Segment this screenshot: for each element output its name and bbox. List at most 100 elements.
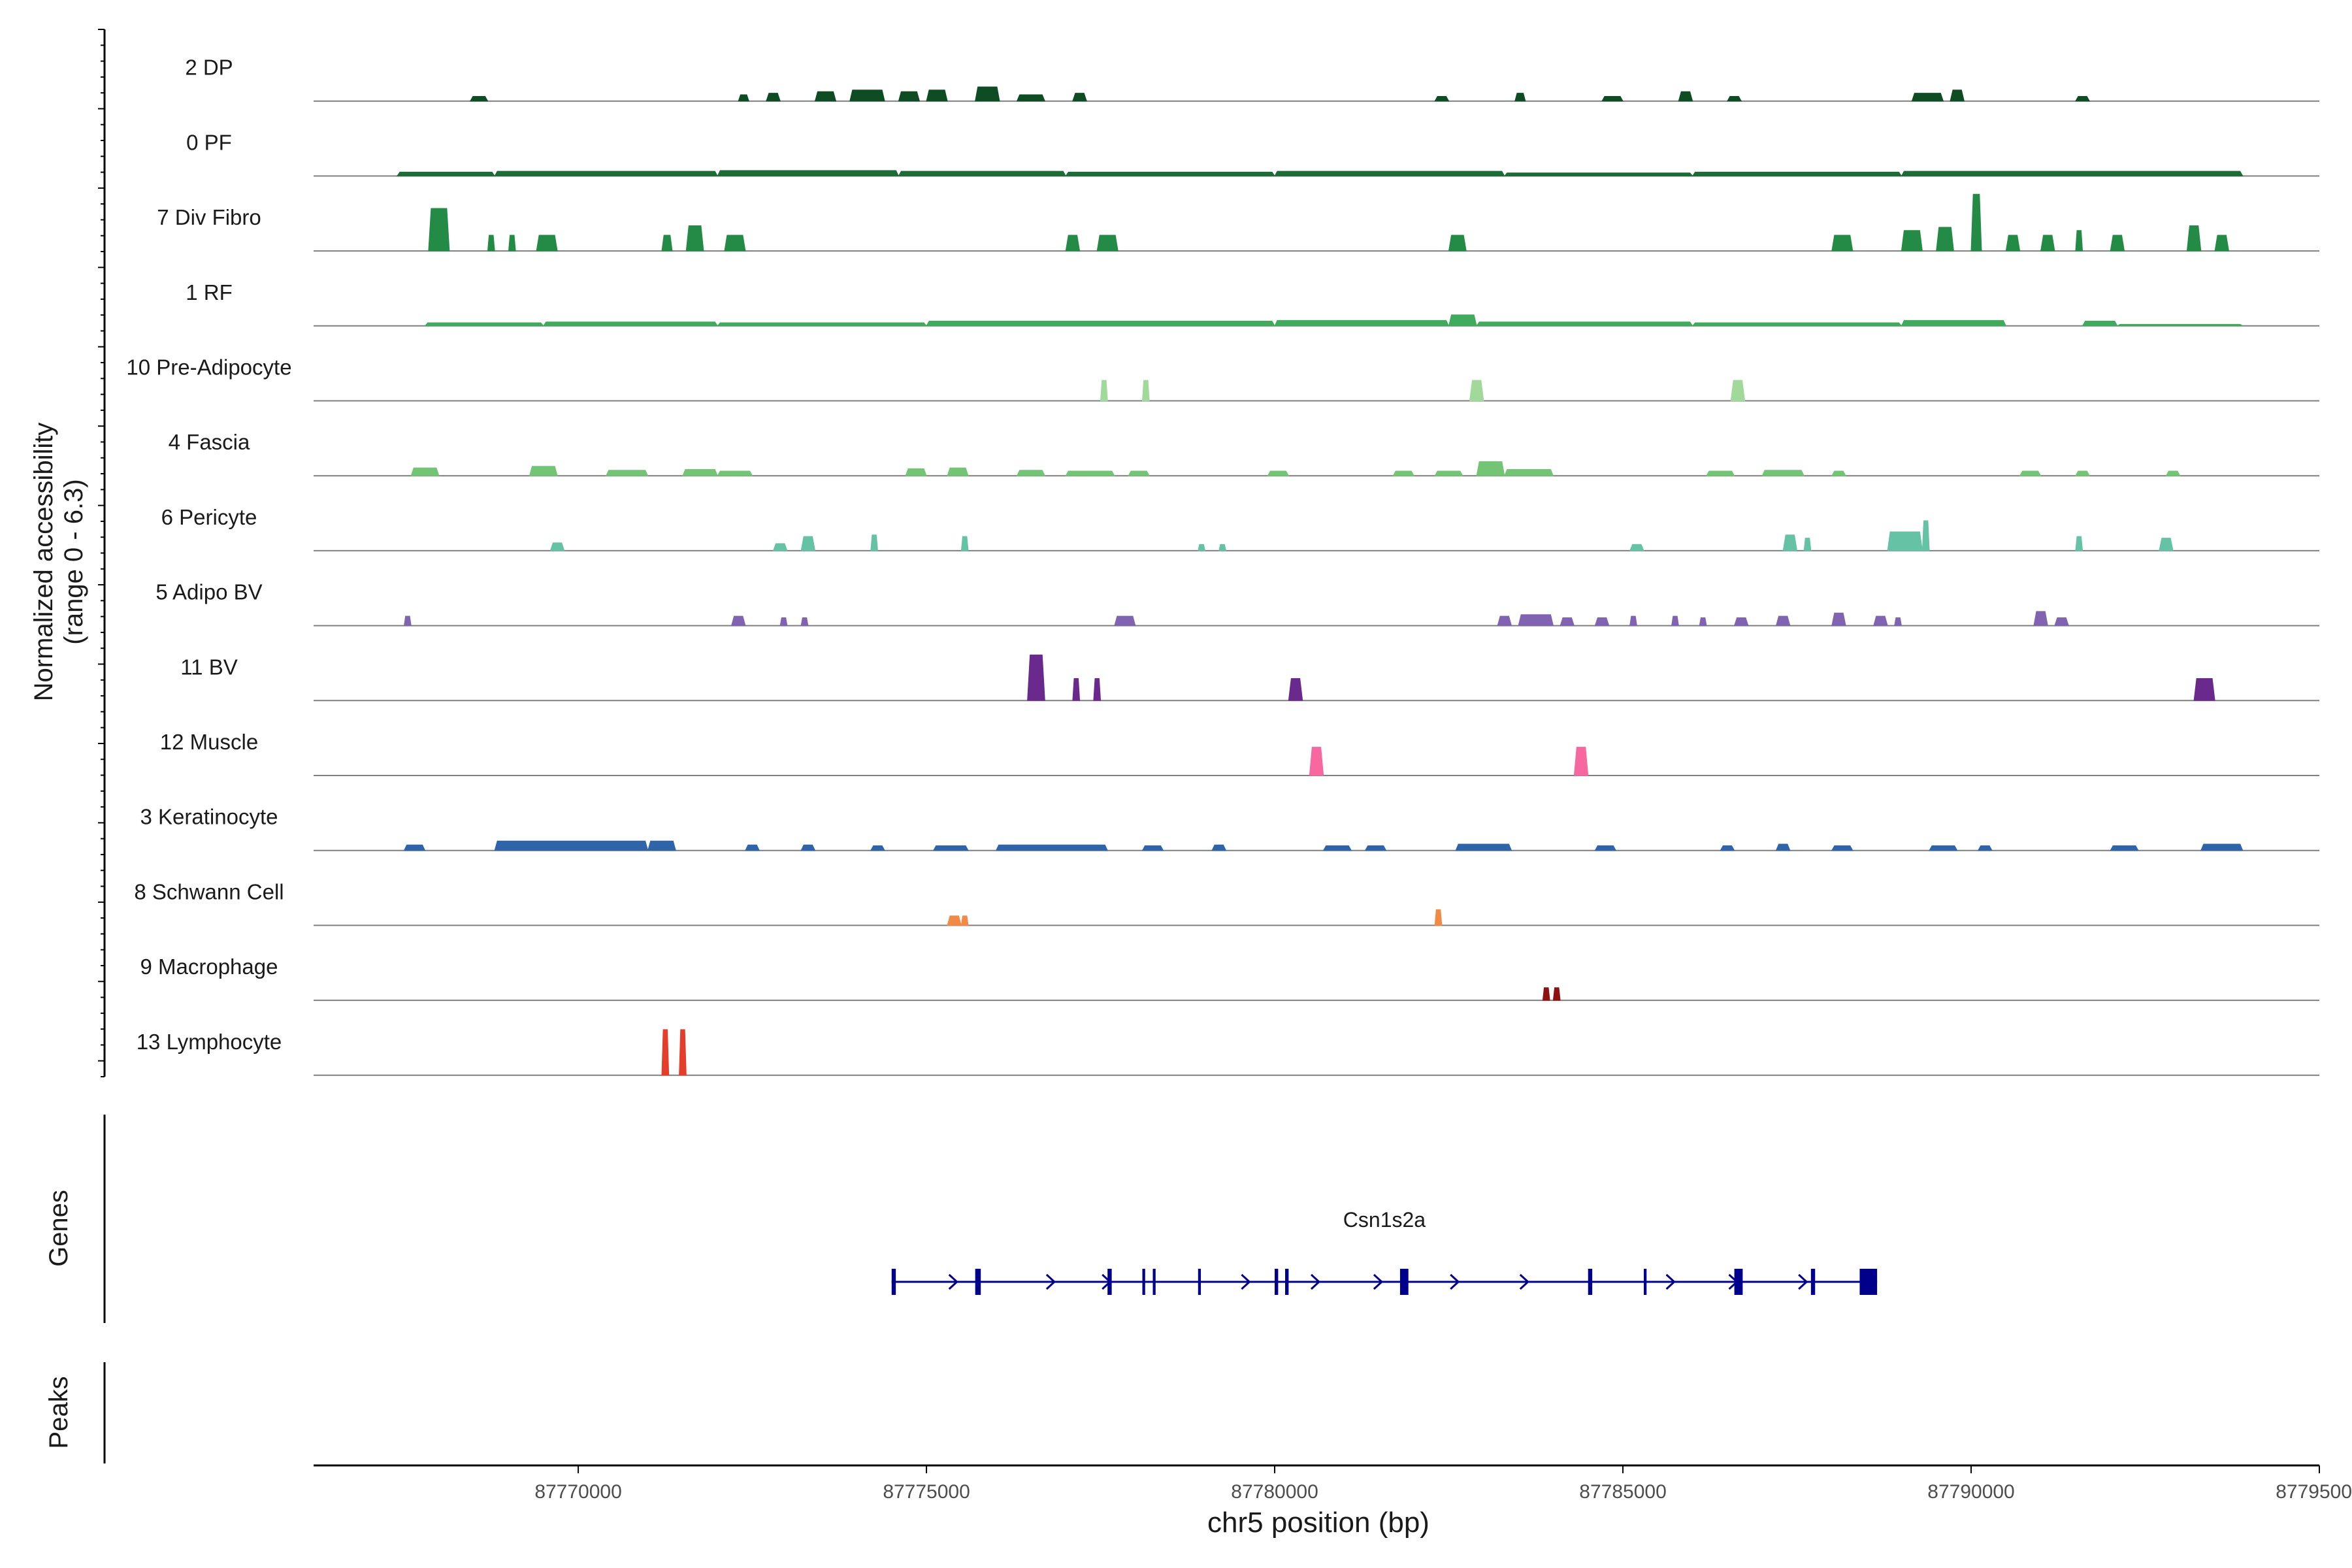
accessibility-peak [745,845,759,850]
accessibility-peak [2117,324,2243,325]
accessibility-peak [2194,679,2215,701]
accessibility-peak [648,841,676,850]
accessibility-peak [1101,380,1108,400]
accessibility-peak [508,235,515,251]
accessibility-peak [1832,471,1846,476]
track-label: 8 Schwann Cell [134,879,284,904]
accessibility-peak [975,87,1000,101]
gene-exon [1143,1269,1145,1295]
gene-name-label: Csn1s2a [1343,1208,1426,1232]
accessibility-peak [1543,988,1550,1000]
accessibility-peak [2076,231,2083,251]
accessibility-peak [717,323,926,326]
accessibility-peak [871,845,885,850]
gene-exon [1588,1269,1592,1295]
accessibility-peak [1017,470,1045,476]
accessibility-peak [470,96,488,101]
accessibility-peak [871,535,878,551]
x-tick-label: 87795000 [2276,1481,2352,1503]
peaks-track-title: Peaks [44,1376,73,1448]
accessibility-peak [725,235,745,251]
accessibility-peak [1936,227,1954,251]
accessibility-peak [2041,235,2055,251]
accessibility-peak [1693,172,1902,176]
accessibility-peak [1693,323,1902,326]
accessibility-peak [2201,844,2243,851]
gene-exon [1811,1269,1815,1295]
accessibility-peak [801,618,808,626]
accessibility-peak [495,841,648,850]
accessibility-peak [774,544,787,551]
x-tick-label: 87785000 [1579,1481,1666,1503]
accessibility-peak [1699,618,1707,626]
accessibility-peak [898,91,919,101]
accessibility-peak [2083,321,2117,326]
accessibility-peak [662,235,672,251]
accessibility-peak [1275,171,1505,176]
gene-exon [1400,1269,1409,1295]
accessibility-peak [536,235,557,251]
accessibility-peak [1477,322,1692,326]
gene-exon [1735,1269,1743,1295]
accessibility-peak [2215,235,2229,251]
track-label: 6 Pericyte [161,505,257,529]
accessibility-peak [1497,616,1511,625]
accessibility-peak [2187,225,2200,251]
accessibility-peak [606,470,648,476]
accessibility-peak [686,225,704,251]
accessibility-peak [2055,618,2068,626]
track-label: 7 Div Fibro [157,205,261,229]
accessibility-peak [1720,845,1734,850]
accessibility-peak [732,616,745,625]
accessibility-peak [2159,538,2173,551]
accessibility-peak [1393,471,1414,476]
accessibility-peak [1630,616,1637,625]
accessibility-peak [397,172,495,176]
gene-exon [1152,1269,1155,1295]
accessibility-peak [1832,235,1853,251]
track-label: 1 RF [186,280,233,304]
accessibility-peak [1901,320,2006,325]
accessibility-peak [801,536,815,551]
accessibility-peak [2110,235,2124,251]
accessibility-peak [2076,96,2089,101]
accessibility-peak [1219,544,1226,551]
y-axis-title-line2: (range 0 - 6.3) [59,479,88,644]
accessibility-peak [1707,471,1735,476]
accessibility-peak [766,93,780,101]
accessibility-peak [1066,471,1115,476]
accessibility-peak [1762,470,1804,476]
accessibility-peak [679,1030,687,1075]
accessibility-peak [529,466,557,476]
genes-track-title: Genes [44,1190,73,1267]
accessibility-peak [898,171,1066,176]
accessibility-peak [1115,616,1135,625]
accessibility-peak [1832,845,1853,850]
accessibility-peak [1735,618,1748,626]
accessibility-peak [2166,471,2180,476]
track-label: 3 Keratinocyte [140,805,278,829]
accessibility-peak [1630,544,1644,551]
accessibility-peak [1901,171,2242,176]
accessibility-peak [717,471,752,476]
x-tick-label: 87780000 [1231,1481,1318,1503]
accessibility-peak [1515,93,1526,101]
accessibility-peak [2034,612,2048,626]
accessibility-peak [1288,679,1302,701]
accessibility-peak [1553,988,1560,1000]
accessibility-peak [717,171,898,176]
accessibility-peak [1595,845,1616,850]
accessibility-peak [1804,538,1811,551]
accessibility-peak [683,470,717,476]
accessibility-peak [1912,93,1943,101]
accessibility-peak [1602,96,1623,101]
accessibility-peak [1267,471,1288,476]
accessibility-peak [1560,618,1574,626]
accessibility-peak [662,1030,669,1075]
accessibility-peak [2110,845,2138,850]
accessibility-peak [1470,380,1484,400]
accessibility-peak [1783,535,1797,551]
accessibility-peak [1309,747,1323,776]
accessibility-peak [1505,470,1554,476]
accessibility-peak [1895,618,1902,626]
